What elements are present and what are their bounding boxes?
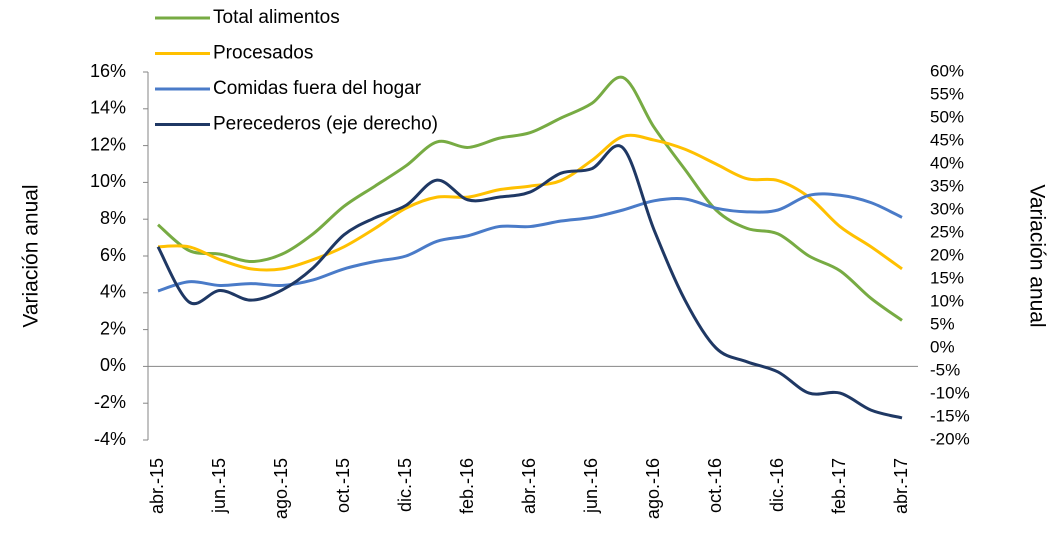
series-line: [156, 144, 903, 420]
y-tick-label: 16%: [90, 61, 126, 81]
y2-tick-label: -15%: [930, 406, 970, 425]
y-tick-label: 0%: [100, 355, 126, 375]
y2-tick-label: 60%: [930, 61, 964, 80]
series-line: [157, 133, 903, 272]
y2-tick-label: 0%: [930, 337, 955, 356]
y2-tick-label: 55%: [930, 84, 964, 103]
y2-tick-label: -20%: [930, 429, 970, 448]
x-tick-label: abr.-17: [891, 458, 911, 514]
legend-label: Total alimentos: [213, 7, 340, 28]
y2-tick-label: -10%: [930, 383, 970, 402]
x-tick-label: feb.-17: [829, 458, 849, 514]
y2-tick-label: 15%: [930, 268, 964, 287]
y2-tick-label: 45%: [930, 130, 964, 149]
y2-tick-label: 35%: [930, 176, 964, 195]
x-tick-label: dic.-16: [767, 458, 787, 512]
y-tick-label: 10%: [90, 171, 126, 191]
y-axis-title: Variación anual: [20, 184, 43, 327]
y2-tick-label: 25%: [930, 222, 964, 241]
legend-label: Procesados: [213, 43, 313, 64]
x-tick-label: ago.-16: [643, 458, 663, 519]
y2-tick-label: -5%: [930, 360, 960, 379]
x-tick-label: oct.-15: [333, 458, 353, 513]
y-tick-label: 14%: [90, 98, 126, 118]
x-tick-label: oct.-16: [705, 458, 725, 513]
y-tick-label: -4%: [94, 429, 126, 449]
x-tick-label: dic.-15: [395, 458, 415, 512]
x-tick-label: abr.-16: [519, 458, 539, 514]
x-tick-label: abr.-15: [147, 458, 167, 514]
y2-axis-title: Variación anual: [1025, 184, 1048, 327]
y2-tick-label: 10%: [930, 291, 964, 310]
y-tick-label: 12%: [90, 134, 126, 154]
y2-tick-label: 30%: [930, 199, 964, 218]
y2-tick-label: 5%: [930, 314, 955, 333]
y-tick-label: 6%: [100, 245, 126, 265]
x-tick-label: jun.-16: [581, 458, 601, 514]
x-tick-label: jun.-15: [209, 458, 229, 514]
y-tick-label: 8%: [100, 208, 126, 228]
y2-tick-label: 40%: [930, 153, 964, 172]
y2-tick-label: 50%: [930, 107, 964, 126]
series-line: [157, 75, 903, 322]
y2-tick-label: 20%: [930, 245, 964, 264]
legend-label: Perecederos (eje derecho): [213, 114, 438, 135]
x-tick-label: ago.-15: [271, 458, 291, 519]
series-line: [157, 192, 903, 293]
y-tick-label: 2%: [100, 318, 126, 338]
legend-label: Comidas fuera del hogar: [213, 78, 422, 99]
x-tick-label: feb.-16: [457, 458, 477, 514]
y-tick-label: 4%: [100, 282, 126, 302]
y-tick-label: -2%: [94, 392, 126, 412]
